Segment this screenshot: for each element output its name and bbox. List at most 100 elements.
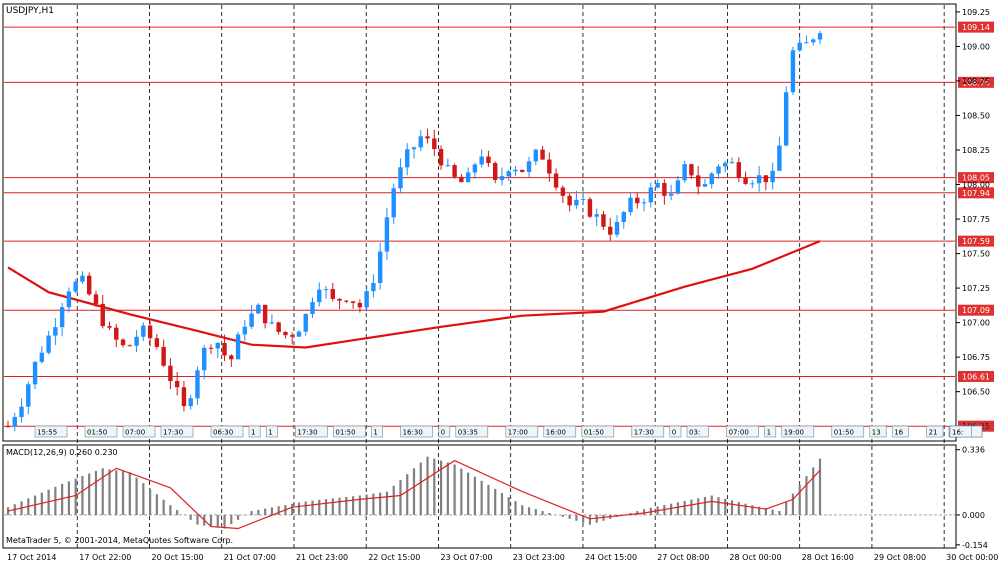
time-marker-label: 1: [767, 429, 771, 437]
x-tick-label: 29 Oct 08:00: [874, 553, 926, 562]
x-tick-label: 20 Oct 15:00: [151, 553, 203, 562]
candle-body: [276, 322, 281, 332]
time-marker-box: [455, 425, 489, 438]
candle-body: [357, 302, 363, 308]
time-marker-label: 01:50: [834, 429, 854, 437]
time-marker-label: 0: [441, 429, 445, 437]
price-panel[interactable]: [2, 3, 957, 442]
candle-body: [384, 217, 390, 252]
candle-body: [553, 173, 559, 188]
candle-body: [323, 289, 329, 291]
time-marker-box: [949, 425, 972, 438]
macd-y-tick-label: -0.154: [962, 541, 988, 550]
x-tick-label: 28 Oct 16:00: [802, 553, 854, 562]
candle-body: [438, 149, 444, 166]
candle-body: [53, 327, 58, 336]
level-tag: [958, 370, 994, 382]
candle-body: [371, 282, 376, 292]
time-marker-box: [400, 425, 433, 438]
time-marker-box: [265, 425, 278, 438]
time-marker-box: [686, 425, 709, 438]
candle-body: [32, 361, 38, 385]
candle-body: [675, 180, 681, 194]
candle-body: [668, 193, 674, 196]
candle-body: [743, 177, 748, 184]
candle-body: [296, 331, 302, 337]
x-tick-label: 17 Oct 22:00: [79, 553, 131, 562]
candle-body: [46, 335, 51, 353]
candle-body: [540, 149, 545, 160]
time-marker-box: [543, 425, 577, 438]
time-marker-label: 16:30: [403, 429, 423, 437]
y-tick-label: 108.25: [962, 146, 990, 155]
candle-body: [567, 195, 572, 206]
candle-body: [513, 169, 518, 172]
time-marker-label: 01:50: [584, 429, 604, 437]
candle-body: [100, 303, 105, 327]
time-marker-box: [295, 425, 328, 438]
candle-body: [350, 301, 356, 303]
candle-body: [736, 162, 741, 178]
time-marker-label: 17:30: [163, 429, 183, 437]
level-tag: [958, 21, 994, 33]
y-tick-label: 109.25: [962, 8, 990, 17]
candle-body: [702, 184, 708, 187]
candle-body: [641, 202, 647, 204]
time-marker-label: 16:: [952, 429, 963, 437]
time-marker-label: 1: [373, 429, 377, 437]
candle-body: [80, 275, 85, 282]
candle-body: [344, 300, 349, 302]
x-tick-label: 17 Oct 2014: [7, 553, 56, 562]
candle-body: [804, 42, 809, 44]
candle-body: [797, 42, 802, 51]
candle-body: [560, 187, 566, 196]
candle-body: [195, 370, 200, 399]
candle-body: [486, 156, 491, 164]
candle-body: [202, 347, 207, 371]
level-label: 107.59: [962, 237, 990, 246]
time-marker-box: [891, 425, 909, 438]
time-marker-box: [869, 425, 887, 438]
candle-body: [114, 327, 119, 340]
y-tick-label: 106.75: [962, 353, 990, 362]
level-tag: [958, 304, 994, 316]
candle-body: [330, 289, 335, 299]
candle-body: [432, 138, 437, 150]
candle-body: [405, 149, 410, 168]
candle-body: [5, 426, 11, 428]
time-marker-label: 21: [929, 429, 938, 437]
time-marker-box: [726, 425, 759, 438]
macd-title: MACD(12,26,9) 0.260 0.230: [6, 448, 118, 457]
time-marker-label: 1: [251, 429, 255, 437]
time-marker-box: [631, 425, 665, 438]
candle-body: [235, 334, 241, 360]
candle-body: [770, 170, 775, 183]
time-marker-label: 16:00: [546, 429, 566, 437]
time-marker-box: [160, 425, 194, 438]
candle-body: [547, 159, 552, 174]
time-marker-box: [84, 425, 118, 438]
candle-body: [750, 183, 755, 185]
y-tick-label: 107.00: [962, 319, 990, 328]
candle-body: [506, 171, 511, 177]
candle-body: [533, 149, 538, 162]
candle-body: [817, 33, 823, 40]
candle-body: [662, 183, 667, 196]
candle-body: [19, 406, 24, 418]
y-tick-label: 109.00: [962, 42, 990, 51]
level-tag: [958, 172, 994, 184]
candle-body: [174, 381, 180, 388]
candle-body: [723, 162, 728, 167]
candle-body: [520, 169, 525, 172]
candle-body: [377, 251, 383, 283]
time-marker-label: 1: [268, 429, 272, 437]
macd-panel[interactable]: [2, 444, 957, 549]
candle-body: [222, 342, 227, 356]
candle-body: [249, 313, 254, 327]
level-label: 106.61: [962, 372, 990, 381]
candle-body: [729, 162, 735, 164]
candle-body: [621, 212, 626, 222]
candle-body: [215, 342, 220, 349]
moving-average-line: [7, 240, 821, 349]
